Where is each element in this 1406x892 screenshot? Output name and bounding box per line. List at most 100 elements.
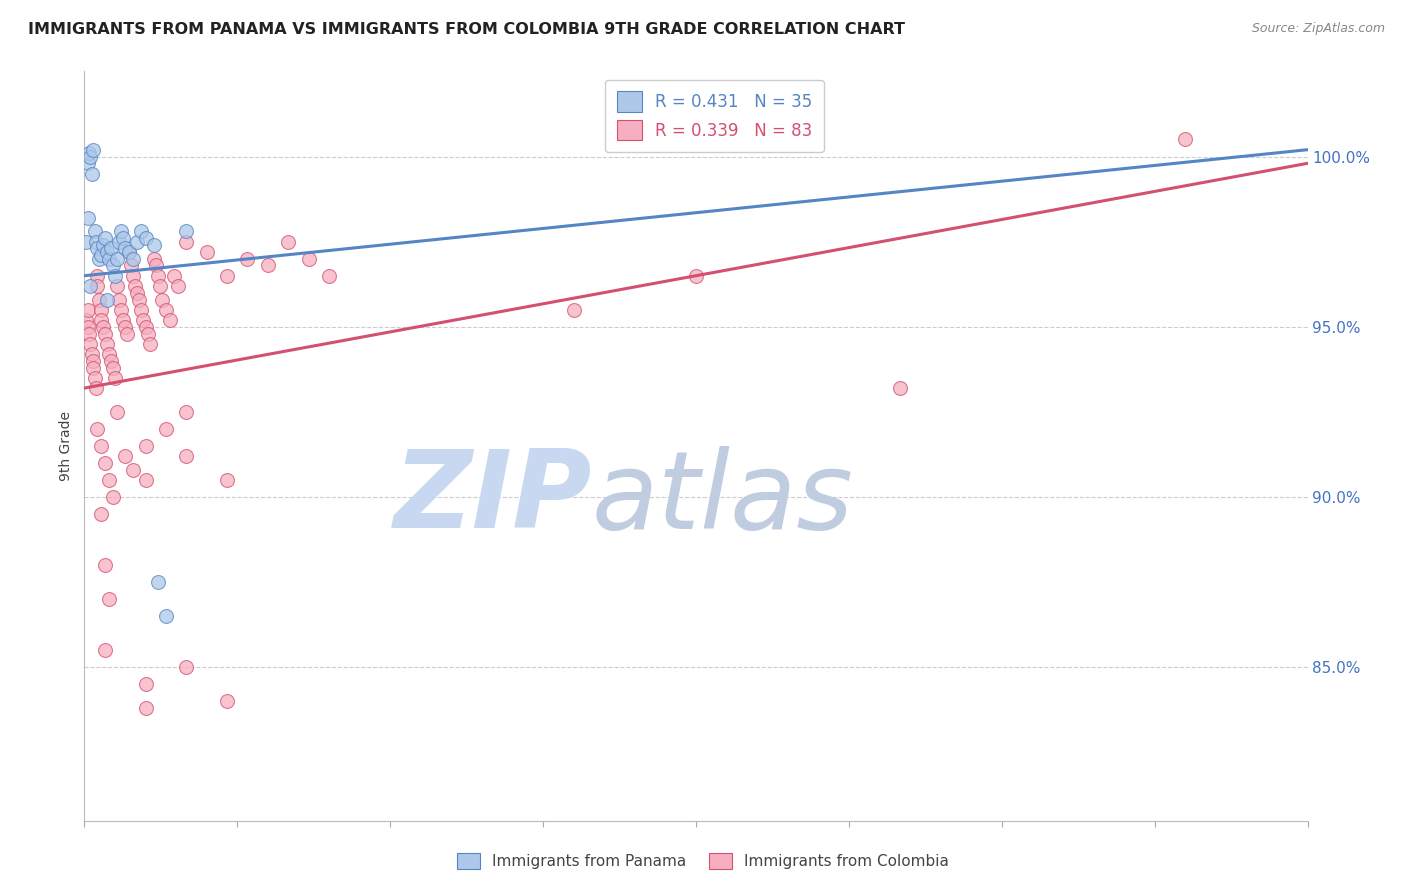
Point [1174,132,1197,146]
Point [93,326,115,341]
Point [82,143,104,157]
Point [97,473,120,487]
Point [155,302,177,317]
Point [77,326,100,341]
Point [86,268,108,283]
Point [76,302,98,317]
Point [277,235,299,249]
Point [150,293,173,307]
Point [145,259,167,273]
Point [135,677,157,691]
Point [101,259,124,273]
Point [562,302,585,317]
Legend: Immigrants from Panama, Immigrants from Colombia: Immigrants from Panama, Immigrants from … [451,847,955,875]
Point [104,371,127,385]
Point [120,259,142,273]
Point [80,347,103,361]
Point [110,224,132,238]
Point [96,336,118,351]
Legend: R = 0.431   N = 35, R = 0.339   N = 83: R = 0.431 N = 35, R = 0.339 N = 83 [605,79,824,152]
Point [105,405,128,419]
Point [122,268,145,283]
Point [155,422,177,436]
Point [86,242,108,256]
Point [79,336,101,351]
Point [101,360,124,375]
Point [174,660,197,674]
Point [124,279,146,293]
Text: Source: ZipAtlas.com: Source: ZipAtlas.com [1251,22,1385,36]
Point [136,326,159,341]
Point [217,268,239,283]
Point [97,592,120,607]
Point [135,231,157,245]
Text: ZIP: ZIP [394,445,592,551]
Point [90,248,112,262]
Point [217,473,239,487]
Text: IMMIGRANTS FROM PANAMA VS IMMIGRANTS FROM COLOMBIA 9TH GRADE CORRELATION CHART: IMMIGRANTS FROM PANAMA VS IMMIGRANTS FRO… [28,22,905,37]
Point [132,313,155,327]
Text: atlas: atlas [592,446,853,551]
Point [80,167,103,181]
Point [90,313,112,327]
Point [135,473,157,487]
Point [90,439,112,453]
Point [93,643,115,657]
Point [149,279,172,293]
Point [87,252,110,266]
Point [101,490,124,504]
Point [131,224,153,238]
Point [96,244,118,259]
Point [83,371,105,385]
Point [108,235,131,249]
Y-axis label: 9th Grade: 9th Grade [59,411,73,481]
Point [79,279,101,293]
Point [167,279,190,293]
Point [142,252,165,266]
Point [159,313,181,327]
Point [86,279,108,293]
Point [112,231,135,245]
Point [83,224,105,238]
Point [82,354,104,368]
Point [97,347,120,361]
Point [79,149,101,163]
Point [91,319,114,334]
Point [93,456,115,470]
Point [257,259,280,273]
Point [135,319,157,334]
Point [84,381,107,395]
Point [146,268,169,283]
Point [84,235,107,249]
Point [93,558,115,573]
Point [127,285,149,300]
Point [127,235,149,249]
Point [114,242,136,256]
Point [318,268,340,283]
Point [122,252,145,266]
Point [104,268,127,283]
Point [93,231,115,245]
Point [91,238,114,252]
Point [76,211,98,225]
Point [142,238,165,252]
Point [75,235,97,249]
Point [889,381,911,395]
Point [217,694,239,708]
Point [163,268,186,283]
Point [77,146,100,161]
Point [105,252,128,266]
Point [90,302,112,317]
Point [195,244,218,259]
Point [115,326,138,341]
Point [174,235,197,249]
Point [96,293,118,307]
Point [114,319,136,334]
Point [138,336,160,351]
Point [114,449,136,463]
Point [100,354,122,368]
Point [685,268,707,283]
Point [108,293,131,307]
Point [128,293,150,307]
Point [131,302,153,317]
